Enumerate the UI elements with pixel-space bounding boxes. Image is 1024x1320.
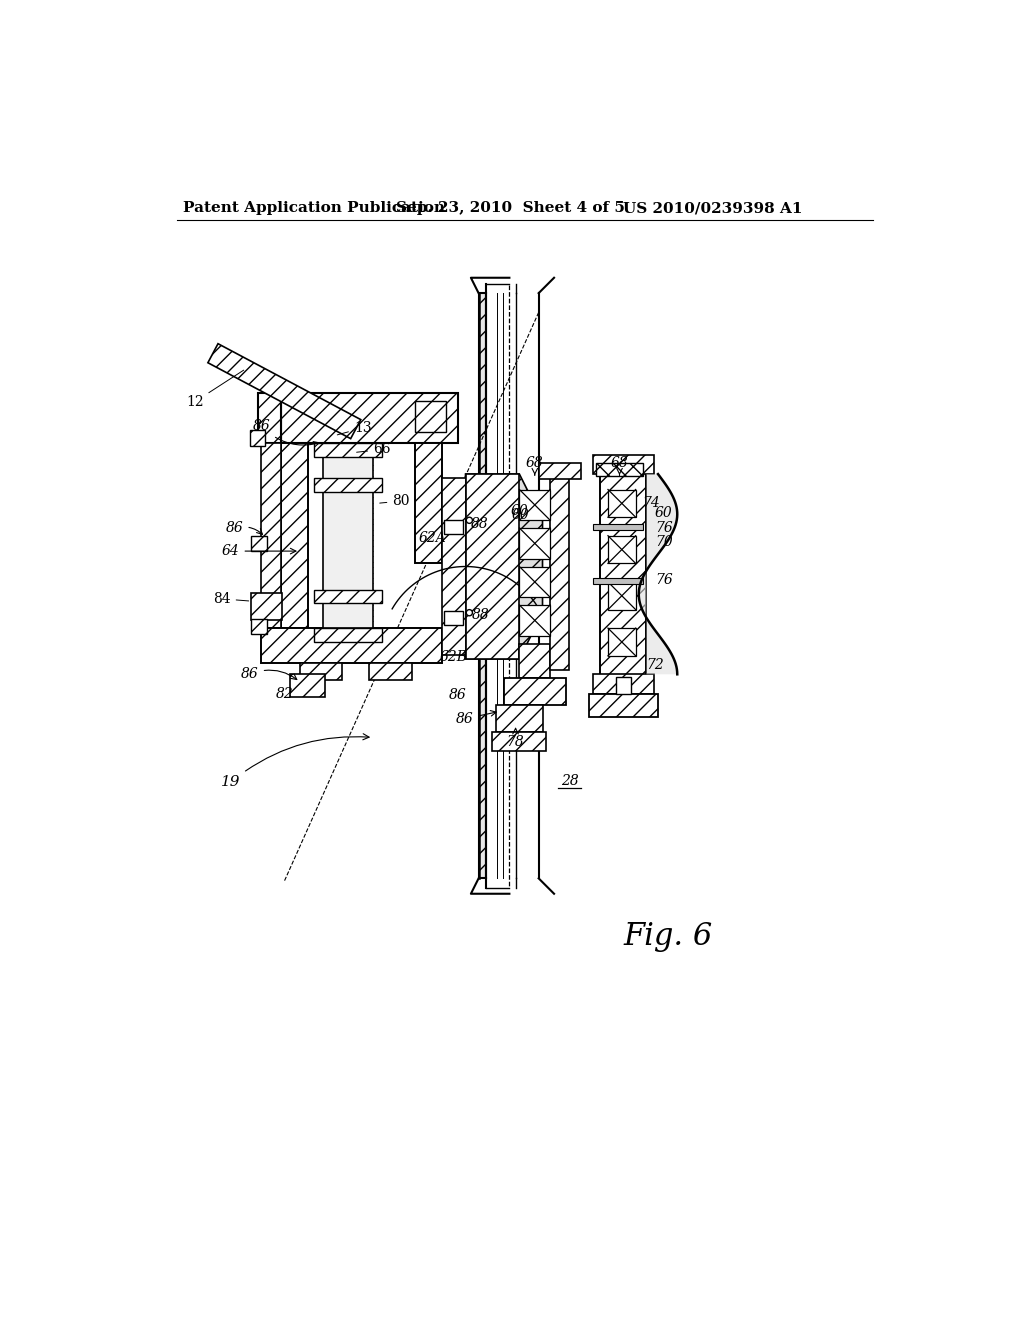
Text: 88: 88 (471, 517, 488, 531)
Bar (281, 444, 307, 628)
Bar (416, 401, 446, 432)
Bar (608, 536, 636, 564)
Text: 68: 68 (610, 455, 629, 475)
Bar (608, 490, 636, 517)
Text: 86: 86 (449, 688, 467, 702)
Text: 68: 68 (526, 455, 544, 475)
Text: 72: 72 (646, 659, 665, 672)
Polygon shape (208, 343, 360, 438)
Bar (252, 594, 283, 620)
Text: 86: 86 (456, 710, 497, 726)
Text: 13: 13 (337, 421, 372, 434)
Bar (593, 524, 643, 531)
Text: 19: 19 (221, 734, 369, 789)
Bar (252, 536, 267, 552)
Polygon shape (466, 474, 543, 659)
Bar (504, 678, 565, 705)
Bar (261, 444, 281, 628)
Bar (466, 474, 519, 659)
Bar (313, 478, 382, 492)
Bar (370, 663, 412, 680)
Bar (323, 444, 373, 628)
Text: US 2010/0239398 A1: US 2010/0239398 A1 (624, 202, 803, 215)
Bar (593, 455, 654, 474)
Bar (258, 393, 281, 444)
Bar (444, 611, 463, 626)
Text: 28: 28 (560, 774, 579, 788)
Text: 12: 12 (186, 370, 244, 409)
Text: 76: 76 (655, 521, 674, 535)
Bar (519, 605, 550, 636)
Bar (313, 444, 382, 457)
Bar (519, 566, 550, 598)
Text: 80: 80 (380, 494, 410, 508)
Bar (281, 393, 458, 444)
Bar (252, 619, 267, 635)
Text: 74: 74 (643, 496, 660, 511)
Bar (442, 478, 466, 655)
Text: 62B: 62B (440, 651, 468, 664)
Text: 82: 82 (275, 686, 294, 701)
Bar (615, 677, 631, 694)
Bar (497, 705, 543, 733)
Bar (313, 628, 382, 642)
Bar (600, 470, 646, 678)
Bar (300, 663, 342, 680)
Bar (493, 733, 547, 751)
Text: Sep. 23, 2010  Sheet 4 of 5: Sep. 23, 2010 Sheet 4 of 5 (396, 202, 625, 215)
Bar (519, 490, 550, 520)
Circle shape (466, 610, 472, 615)
Bar (290, 675, 325, 697)
Text: 78: 78 (507, 729, 524, 748)
Text: 60: 60 (654, 506, 672, 520)
Bar (596, 462, 643, 477)
Bar (519, 528, 550, 558)
Bar (416, 444, 442, 562)
Text: 60: 60 (512, 508, 529, 521)
Text: 86: 86 (225, 521, 262, 535)
Bar (550, 478, 569, 671)
Text: 70: 70 (655, 535, 674, 549)
Text: 62A: 62A (419, 531, 446, 545)
Bar (250, 430, 265, 446)
Text: 84: 84 (213, 591, 249, 606)
Polygon shape (639, 474, 677, 675)
Text: 66: 66 (356, 442, 390, 457)
Circle shape (466, 517, 472, 524)
Bar (313, 590, 382, 603)
Bar (539, 462, 581, 479)
Text: Patent Application Publication: Patent Application Publication (183, 202, 444, 215)
Bar (608, 582, 636, 610)
Bar (589, 693, 658, 717)
Text: 64: 64 (222, 544, 296, 558)
Text: 86: 86 (241, 668, 297, 681)
Bar (608, 628, 636, 656)
Bar (593, 675, 654, 693)
Text: 76: 76 (655, 573, 674, 587)
Bar (593, 578, 643, 585)
Text: 86: 86 (253, 420, 319, 447)
Bar (519, 644, 550, 678)
Bar (444, 520, 463, 535)
Bar (478, 293, 486, 878)
Text: Fig. 6: Fig. 6 (624, 920, 713, 952)
Bar (261, 628, 442, 663)
Text: 88: 88 (472, 609, 489, 622)
Text: 60: 60 (510, 504, 528, 517)
